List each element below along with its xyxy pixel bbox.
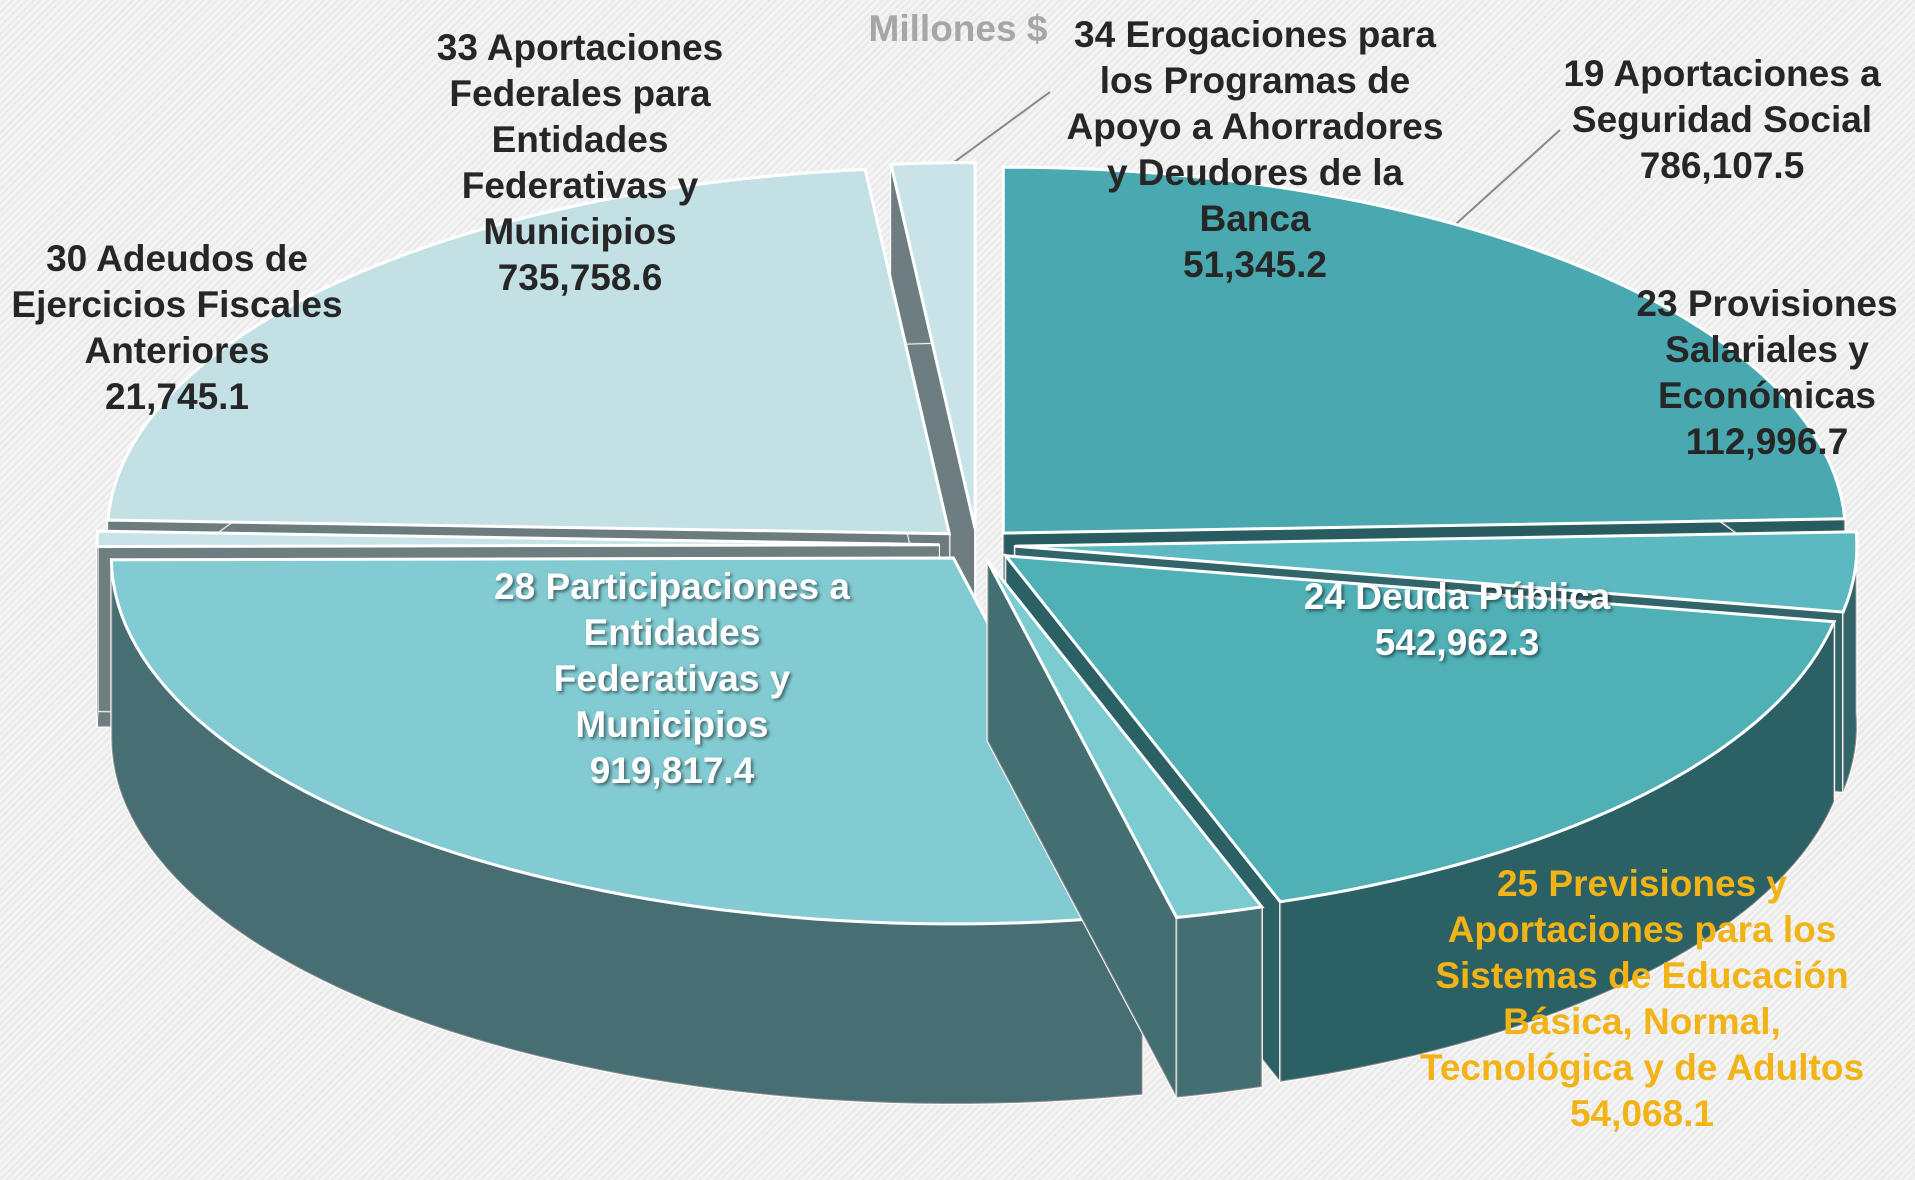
pie	[95, 160, 1859, 1105]
slice-top	[986, 559, 1265, 920]
slice-wall-shade	[111, 559, 1143, 1104]
value-label: 786,107.5	[1639, 145, 1805, 186]
slice-label: 19 Aportaciones a Seguridad Social 786,10…	[1542, 51, 1902, 189]
value-label: 51,345.2	[1182, 244, 1328, 285]
slice-wall-shade	[1176, 906, 1262, 1098]
slice-label: 30 Adeudos de Ejercicios Fiscales Anteri…	[0, 236, 357, 420]
value-label: 735,758.6	[497, 257, 663, 298]
value-label: 542,962.3	[1374, 622, 1540, 663]
slice-label: 23 Provisiones Salariales y Económicas 11…	[1617, 281, 1915, 465]
slice-top	[1002, 554, 1837, 904]
category-label: 30 Adeudos de Ejercicios Fiscales Anteri…	[11, 238, 343, 371]
chart-title: Millones $	[868, 8, 1048, 49]
slice-side-shade	[987, 560, 1177, 1098]
slice-label: 34 Erogaciones para los Programas de Apo…	[1060, 12, 1450, 288]
value-label: 919,817.4	[589, 750, 755, 791]
category-label: 24 Deuda Pública	[1303, 576, 1611, 617]
value-label: 54,068.1	[1569, 1093, 1715, 1134]
category-label: 34 Erogaciones para los Programas de Apo…	[1066, 14, 1444, 239]
category-label: 23 Provisiones Salariales y Económicas	[1636, 283, 1898, 416]
slice-top	[1014, 530, 1859, 614]
slice-label: 24 Deuda Pública 542,962.3	[1257, 574, 1657, 666]
value-label: 21,745.1	[104, 376, 250, 417]
slice	[109, 556, 1145, 1105]
leader-line	[941, 91, 1051, 172]
slice-top	[106, 167, 952, 536]
category-label: 25 Previsiones y Aportaciones para los S…	[1419, 863, 1865, 1088]
slice	[986, 558, 1265, 1099]
slice-top	[889, 160, 977, 529]
slice-top	[95, 529, 940, 549]
slice-top	[109, 556, 1145, 926]
slice-wall-shade	[97, 531, 98, 727]
leader-line	[1446, 129, 1561, 233]
slice-top	[1001, 165, 1847, 535]
category-label: 19 Aportaciones a Seguridad Social	[1563, 53, 1881, 140]
slice-wall-shade	[1843, 531, 1857, 793]
value-label: 112,996.7	[1685, 421, 1849, 462]
slice-label: 33 Aportaciones Federales para Entidades…	[415, 25, 745, 301]
category-label: 28 Participaciones a Entidades Federativ…	[494, 566, 850, 745]
slice-wall-shade	[1280, 621, 1835, 1082]
category-label: 33 Aportaciones Federales para Entidades…	[436, 27, 724, 252]
slice-label: 25 Previsiones y Aportaciones para los S…	[1412, 861, 1872, 1137]
slice-label: 28 Participaciones a Entidades Federativ…	[482, 564, 862, 794]
